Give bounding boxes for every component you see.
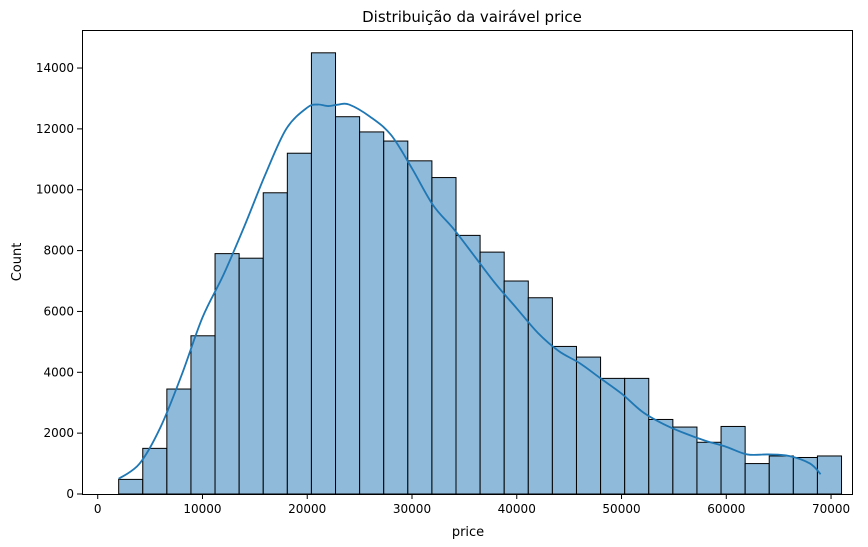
y-axis-label: Count bbox=[10, 243, 25, 282]
histogram-bar bbox=[383, 140, 409, 495]
y-tick-label: 10000 bbox=[36, 183, 74, 197]
histogram-bar bbox=[286, 152, 312, 495]
histogram-bar bbox=[792, 456, 818, 495]
histogram-bar bbox=[744, 463, 770, 495]
histogram-bar bbox=[816, 455, 843, 495]
plot-frame bbox=[82, 30, 853, 495]
histogram-bar bbox=[624, 377, 650, 495]
histogram-bar bbox=[575, 356, 602, 495]
chart-title: Distribuição da vairável price bbox=[362, 8, 582, 26]
x-axis-label: price bbox=[452, 525, 484, 540]
histogram-bar bbox=[648, 418, 674, 495]
y-tick-label: 8000 bbox=[43, 244, 74, 258]
y-tick-label: 12000 bbox=[36, 122, 74, 136]
x-axis-ticks: 0 10000 20000 30000 40000 50000 60000 70000 bbox=[94, 494, 850, 516]
histogram-bar bbox=[551, 345, 577, 495]
x-tick-label: 30000 bbox=[393, 502, 431, 516]
histogram-bar bbox=[262, 192, 288, 495]
x-tick-label: 0 bbox=[94, 502, 102, 516]
histogram-bar bbox=[455, 234, 481, 495]
y-tick-label: 2000 bbox=[43, 426, 74, 440]
x-tick-label: 10000 bbox=[183, 502, 221, 516]
histogram-bar bbox=[407, 160, 433, 495]
histogram-bar bbox=[503, 280, 529, 495]
histogram-bar bbox=[431, 177, 457, 495]
histogram-bar bbox=[238, 257, 264, 495]
x-tick-label: 60000 bbox=[707, 502, 745, 516]
histogram-bar bbox=[118, 478, 144, 495]
histogram-bar bbox=[600, 377, 626, 495]
histogram-bar bbox=[214, 253, 240, 495]
x-tick-label: 20000 bbox=[288, 502, 326, 516]
kde-curve bbox=[118, 102, 822, 480]
histogram-bar bbox=[310, 52, 337, 495]
y-axis-ticks: 0 2000 4000 6000 8000 10000 12000 14000 bbox=[36, 61, 82, 501]
y-tick-label: 4000 bbox=[43, 365, 74, 379]
histogram-bar bbox=[190, 335, 216, 495]
histogram-bar bbox=[359, 131, 385, 495]
y-tick-label: 0 bbox=[66, 487, 74, 501]
histogram-bar bbox=[142, 447, 168, 495]
histogram-bar bbox=[696, 441, 722, 495]
histogram-bar bbox=[166, 388, 192, 495]
histogram-bar bbox=[720, 425, 746, 495]
y-tick-label: 14000 bbox=[36, 61, 74, 75]
x-tick-label: 50000 bbox=[602, 502, 640, 516]
histogram-bar bbox=[335, 116, 361, 495]
x-tick-label: 40000 bbox=[498, 502, 536, 516]
histogram-bars bbox=[118, 52, 843, 495]
y-tick-label: 6000 bbox=[43, 304, 74, 318]
x-tick-label: 70000 bbox=[812, 502, 850, 516]
histogram-bar bbox=[768, 455, 794, 495]
